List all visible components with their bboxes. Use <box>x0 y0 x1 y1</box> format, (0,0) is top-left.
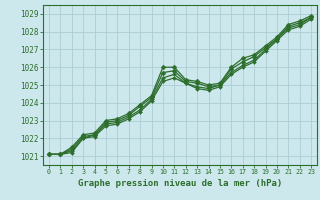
X-axis label: Graphe pression niveau de la mer (hPa): Graphe pression niveau de la mer (hPa) <box>78 179 282 188</box>
